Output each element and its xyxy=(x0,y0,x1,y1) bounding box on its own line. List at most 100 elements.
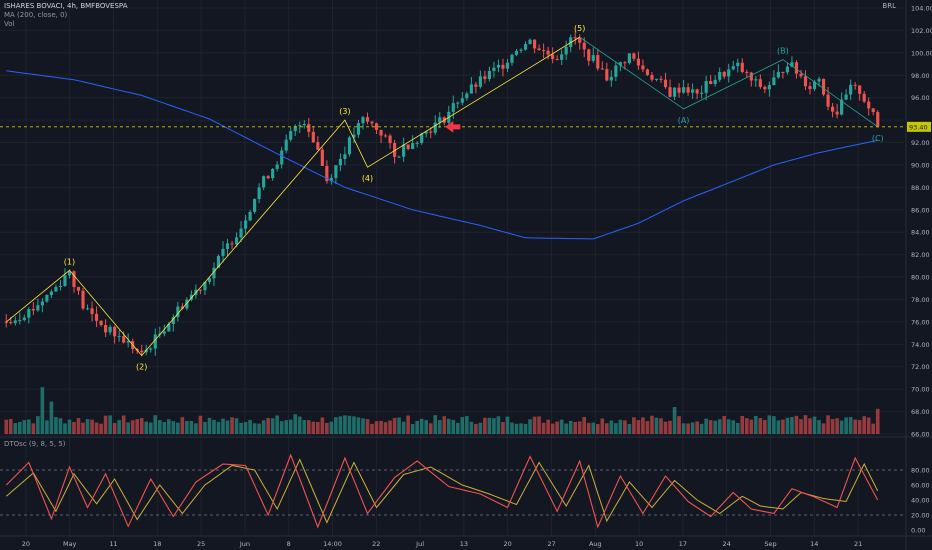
volume-bar xyxy=(415,420,419,434)
volume-bar xyxy=(830,419,835,434)
volume-bar xyxy=(410,424,415,434)
volume-bar xyxy=(781,419,785,434)
volume-bar xyxy=(754,415,758,434)
candle-body xyxy=(510,54,514,63)
x-tick-label: 17 xyxy=(679,540,687,548)
candle-body xyxy=(528,39,532,44)
current-price-tag xyxy=(907,121,931,132)
candle-body xyxy=(189,294,193,300)
candle-body xyxy=(636,58,641,66)
candle-body xyxy=(817,78,821,82)
volume-bar xyxy=(767,415,772,434)
volume-bar xyxy=(112,423,117,434)
volume-bar xyxy=(234,418,239,434)
volume-bar xyxy=(99,423,103,434)
volume-bar xyxy=(586,422,591,434)
volume-bar xyxy=(740,416,745,434)
volume-bar xyxy=(618,419,623,434)
price-tick-label: 66.00 xyxy=(911,431,930,439)
volume-bar xyxy=(442,416,447,434)
wave-label: (1) xyxy=(64,257,75,266)
candle-body xyxy=(555,59,559,61)
candle-body xyxy=(325,165,329,182)
volume-bar xyxy=(862,416,867,434)
volume-bar xyxy=(401,421,406,434)
candle-body xyxy=(645,69,650,76)
volume-bar xyxy=(194,423,198,434)
candle-body xyxy=(406,144,410,149)
candle-body xyxy=(465,93,469,99)
volume-bar xyxy=(817,420,821,434)
candle-body xyxy=(560,54,564,60)
candle-body xyxy=(596,55,600,69)
volume-bar xyxy=(171,421,176,434)
corrective-label: (A) xyxy=(678,116,690,125)
candle-body xyxy=(122,336,126,343)
volume-bar xyxy=(875,408,880,434)
candle-body xyxy=(876,112,880,127)
candle-body xyxy=(234,237,239,245)
candle-body xyxy=(501,64,505,69)
volume-bar xyxy=(347,415,352,434)
candle-body xyxy=(76,287,81,291)
candle-body xyxy=(352,134,356,138)
candle-body xyxy=(180,306,184,309)
volume-bar xyxy=(541,422,546,434)
volume-bar xyxy=(550,423,555,434)
candle-body xyxy=(198,289,203,291)
candle-body xyxy=(605,69,609,81)
price-tick-label: 82.00 xyxy=(911,251,930,259)
x-tick-label: 25 xyxy=(197,540,205,548)
candle-body xyxy=(67,271,72,276)
volume-bar xyxy=(681,423,686,434)
x-tick-label: Jun xyxy=(239,540,250,548)
candle-body xyxy=(849,84,853,95)
x-tick-label: 18 xyxy=(153,540,161,548)
volume-bar xyxy=(623,420,627,434)
candle-body xyxy=(781,71,785,73)
candle-body xyxy=(271,168,275,179)
volume-bar xyxy=(361,418,365,434)
candle-body xyxy=(320,149,324,166)
volume-bar xyxy=(275,415,279,434)
price-tick-label: 100.00 xyxy=(911,49,932,57)
candle-body xyxy=(45,294,49,302)
candle-body xyxy=(275,164,279,169)
volume-bar xyxy=(474,423,478,434)
candle-body xyxy=(713,79,717,85)
wave-label: (3) xyxy=(339,107,350,116)
candle-body xyxy=(108,326,112,333)
candle-body xyxy=(451,103,455,112)
volume-bar xyxy=(58,418,63,434)
price-tick-label: 68.00 xyxy=(911,408,930,416)
volume-bar xyxy=(726,419,731,434)
x-tick-label: 13 xyxy=(460,540,468,548)
volume-bar xyxy=(311,421,316,434)
volume-bar xyxy=(668,420,672,434)
volume-bar xyxy=(144,421,149,434)
volume-bar xyxy=(130,420,135,434)
oscillator-slow-line xyxy=(5,458,879,524)
wave-label: (4) xyxy=(362,174,373,183)
volume-bar xyxy=(117,420,121,434)
volume-bar xyxy=(243,422,248,434)
ma-legend: MA (200, close, 0) xyxy=(4,11,68,19)
candle-body xyxy=(207,278,212,282)
candle-body xyxy=(641,65,645,70)
volume-bar xyxy=(406,415,410,434)
candle-body xyxy=(289,131,293,140)
volume-bar xyxy=(388,420,392,434)
candle-body xyxy=(668,87,672,97)
candle-body xyxy=(505,62,510,69)
candle-body xyxy=(862,93,866,102)
candle-body xyxy=(374,123,379,130)
candle-body xyxy=(162,331,166,334)
candle-body xyxy=(704,81,708,93)
candle-body xyxy=(803,76,808,87)
volume-bar xyxy=(279,421,284,434)
oscillator-legend: DTOsc (9, 8, 5, 5) xyxy=(4,440,66,448)
volume-bar xyxy=(239,422,243,434)
candle-body xyxy=(365,117,370,122)
candle-body xyxy=(582,42,586,50)
